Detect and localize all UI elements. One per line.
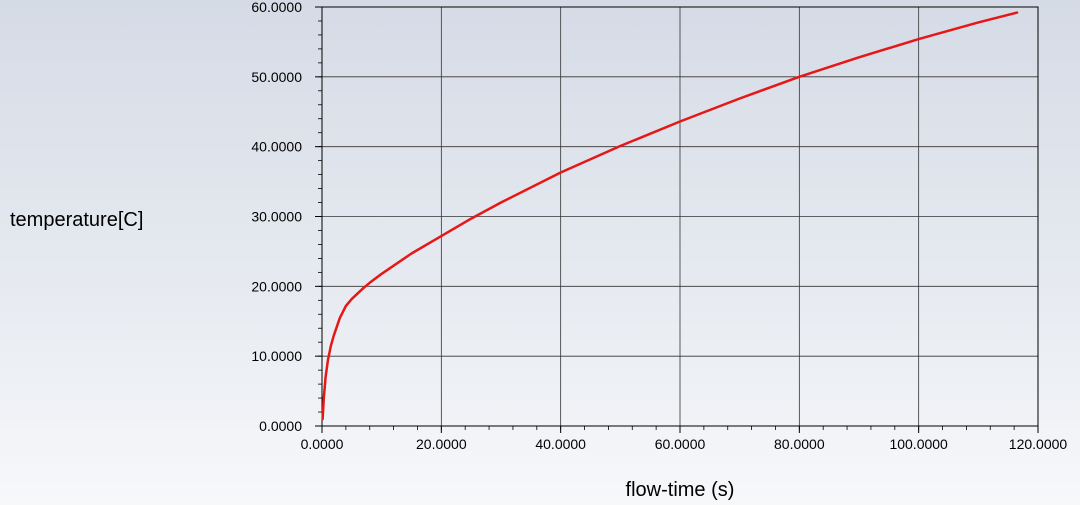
- data-point: [858, 57, 859, 58]
- data-point: [411, 253, 412, 254]
- x-tick-label: 0.0000: [301, 436, 344, 452]
- data-point: [339, 317, 340, 318]
- data-point: [333, 335, 334, 336]
- y-tick-label: 30.0000: [251, 209, 302, 225]
- data-point: [322, 418, 323, 419]
- data-point: [323, 397, 324, 398]
- y-tick-label: 0.0000: [259, 418, 302, 434]
- x-tick-labels: 0.0000 20.0000 40.0000 60.0000 80.0000 100.00…: [301, 436, 1068, 452]
- x-tick-label: 80.0000: [774, 436, 825, 452]
- data-point: [327, 359, 328, 360]
- series-line-temperature: [321, 11, 1019, 421]
- data-point: [351, 298, 352, 299]
- data-point: [381, 273, 382, 274]
- axis-ticks: [315, 6, 1039, 433]
- data-point: [620, 145, 621, 146]
- plot-frame: [321, 6, 1039, 427]
- data-point: [679, 121, 680, 122]
- y-tick-labels: 0.0000 10.0000 20.0000 30.0000 40.0000 50.000…: [251, 0, 302, 434]
- data-point: [441, 235, 442, 236]
- x-tick-label: 120.0000: [1009, 436, 1068, 452]
- series-layer: [321, 11, 1019, 421]
- y-tick-label: 10.0000: [251, 348, 302, 364]
- data-point: [325, 377, 326, 378]
- data-point: [739, 98, 740, 99]
- x-tick-label: 60.0000: [655, 436, 706, 452]
- data-point: [330, 345, 331, 346]
- y-tick-label: 20.0000: [251, 278, 302, 294]
- data-point: [363, 287, 364, 288]
- x-axis-title: flow-time (s): [626, 479, 735, 501]
- data-point: [918, 39, 919, 40]
- y-tick-label: 60.0000: [251, 0, 302, 15]
- y-axis-title: temperature[C]: [10, 209, 143, 231]
- data-point: [500, 202, 501, 203]
- y-tick-label: 40.0000: [251, 139, 302, 155]
- y-tick-label: 50.0000: [251, 69, 302, 85]
- data-point: [799, 76, 800, 77]
- data-point: [345, 305, 346, 306]
- data-point: [357, 293, 358, 294]
- data-point: [369, 282, 370, 283]
- plot-area: [322, 7, 1038, 426]
- x-tick-label: 40.0000: [535, 436, 586, 452]
- data-point: [1017, 12, 1018, 13]
- data-point: [471, 218, 472, 219]
- data-point: [560, 172, 561, 173]
- x-tick-label: 20.0000: [416, 436, 467, 452]
- data-point: [978, 22, 979, 23]
- x-tick-label: 100.0000: [889, 436, 948, 452]
